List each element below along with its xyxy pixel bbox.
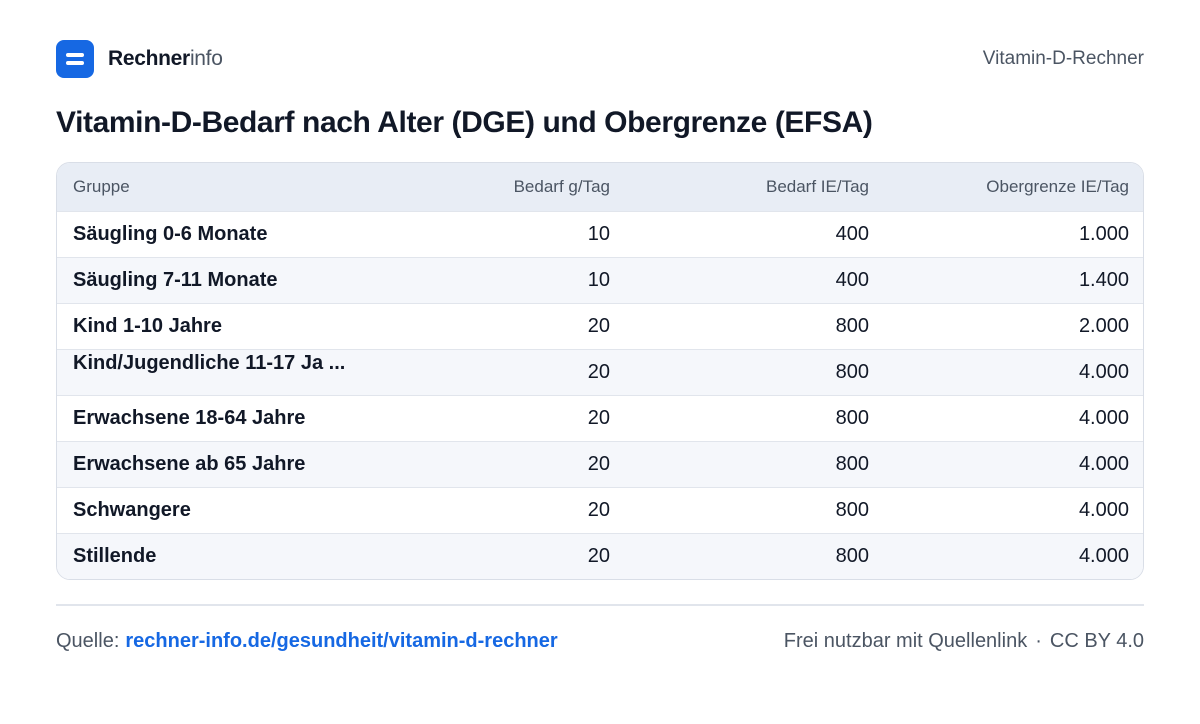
license-separator: ·: [1035, 630, 1042, 652]
brand-name-light: info: [189, 47, 223, 70]
bedarf-g-cell: 10: [587, 268, 610, 291]
source-label: Quelle:: [56, 630, 120, 652]
obergrenze-cell: 4.000: [1078, 498, 1129, 521]
group-cell: Kind/Jugendliche 11-17 Ja ...: [57, 349, 390, 395]
group-cell: Schwangere: [73, 498, 191, 521]
obergrenze-cell: 1.400: [1078, 268, 1129, 291]
brand-logo-link[interactable]: Rechnerinfo: [56, 40, 223, 78]
group-cell: Erwachsene ab 65 Jahre: [73, 452, 306, 475]
bedarf-ie-cell: 800: [835, 360, 869, 383]
license-text: Frei nutzbar mit Quellenlink: [783, 630, 1028, 652]
bedarf-g-cell: 20: [587, 544, 610, 567]
group-cell: Kind 1-10 Jahre: [73, 314, 222, 337]
source-line: Quelle: rechner-info.de/gesundheit/vitami…: [56, 630, 558, 653]
bedarf-ie-cell: 800: [835, 406, 869, 429]
table-row: Stillende 20 800 4.000: [57, 533, 1143, 579]
obergrenze-cell: 4.000: [1078, 544, 1129, 567]
bedarf-g-cell: 20: [587, 360, 610, 383]
brand-name-strong: Rechner: [108, 47, 190, 70]
bedarf-ie-cell: 800: [835, 544, 869, 567]
footer-divider: [56, 604, 1144, 606]
group-cell: Erwachsene 18-64 Jahre: [73, 406, 306, 429]
table-row: Kind/Jugendliche 11-17 Ja ... 20 800 4.0…: [57, 349, 1143, 395]
source-link[interactable]: rechner-info.de/gesundheit/vitamin-d-rec…: [125, 630, 558, 652]
table-row: Erwachsene 18-64 Jahre 20 800 4.000: [57, 395, 1143, 441]
bedarf-ie-cell: 800: [835, 452, 869, 475]
table-row: Säugling 7-11 Monate 10 400 1.400: [57, 257, 1143, 303]
table-header-row: Gruppe Bedarf g/Tag Bedarf IE/Tag Obergr…: [57, 163, 1143, 211]
brand-name: Rechnerinfo: [108, 47, 223, 71]
group-cell: Säugling 0-6 Monate: [73, 222, 268, 245]
table-row: Schwangere 20 800 4.000: [57, 487, 1143, 533]
table-row: Erwachsene ab 65 Jahre 20 800 4.000: [57, 441, 1143, 487]
obergrenze-cell: 1.000: [1078, 222, 1129, 245]
obergrenze-cell: 4.000: [1078, 360, 1129, 383]
bedarf-g-cell: 10: [587, 222, 610, 245]
bedarf-ie-cell: 800: [835, 498, 869, 521]
bedarf-g-cell: 20: [587, 314, 610, 337]
column-header-gruppe: Gruppe: [73, 176, 130, 196]
site-header: Rechnerinfo Vitamin-D-Rechner: [56, 40, 1144, 78]
table-row: Kind 1-10 Jahre 20 800 2.000: [57, 303, 1143, 349]
group-cell: Säugling 7-11 Monate: [73, 268, 278, 291]
footer: Quelle: rechner-info.de/gesundheit/vitami…: [56, 630, 1144, 653]
bedarf-g-cell: 20: [587, 406, 610, 429]
group-cell: Stillende: [73, 544, 157, 567]
table-row: Säugling 0-6 Monate 10 400 1.000: [57, 211, 1143, 257]
bedarf-ie-cell: 800: [835, 314, 869, 337]
column-header-bedarf-g: Bedarf g/Tag: [513, 176, 610, 196]
bedarf-ie-cell: 400: [835, 268, 869, 291]
logo-icon: [56, 40, 94, 78]
column-header-bedarf-ie: Bedarf IE/Tag: [765, 176, 869, 196]
bedarf-ie-cell: 400: [835, 222, 869, 245]
obergrenze-cell: 4.000: [1078, 406, 1129, 429]
data-table: Gruppe Bedarf g/Tag Bedarf IE/Tag Obergr…: [56, 162, 1144, 580]
page-tag: Vitamin-D-Rechner: [982, 48, 1144, 69]
page-title: Vitamin-D-Bedarf nach Alter (DGE) und Ob…: [56, 106, 873, 139]
bedarf-g-cell: 20: [587, 452, 610, 475]
license-name: CC BY 4.0: [1049, 630, 1144, 652]
obergrenze-cell: 4.000: [1078, 452, 1129, 475]
group-cell-text: Kind/Jugendliche 11-17 Ja ...: [73, 352, 346, 374]
license-line: Frei nutzbar mit Quellenlink · CC BY 4.0: [784, 630, 1144, 653]
column-header-obergrenze: Obergrenze IE/Tag: [986, 176, 1129, 196]
bedarf-g-cell: 20: [587, 498, 610, 521]
obergrenze-cell: 2.000: [1078, 314, 1129, 337]
